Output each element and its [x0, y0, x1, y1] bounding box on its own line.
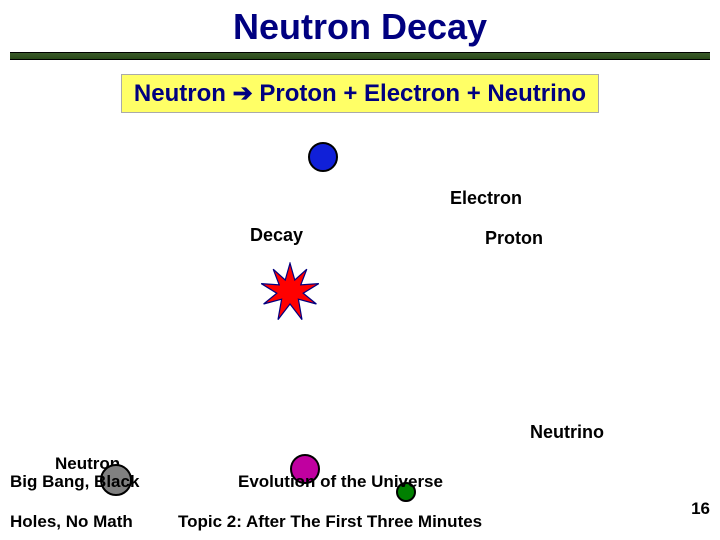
footer-left-line1: Big Bang, Black	[10, 472, 139, 491]
page-number: 16	[691, 497, 710, 520]
footer-left-line2: Holes, No Math	[10, 512, 133, 531]
decay-label-text: Decay	[250, 225, 303, 245]
equation-text: Neutron ➔ Proton + Electron + Neutrino	[134, 80, 586, 107]
footer-center: Evolution of the Universe Topic 2: After…	[178, 452, 482, 532]
footer-center-line1: Evolution of the Universe	[178, 472, 443, 491]
proton-label-text: Proton	[485, 228, 543, 248]
footer-center-line2: Topic 2: After The First Three Minutes	[178, 512, 482, 531]
electron-label: Electron	[450, 188, 522, 209]
title-divider	[10, 52, 710, 60]
page-number-text: 16	[691, 499, 710, 518]
decay-starburst-icon	[255, 262, 325, 322]
neutrino-label: Neutrino	[530, 422, 604, 443]
footer-left: Big Bang, Black Holes, No Math	[10, 452, 139, 532]
decay-label: Decay	[250, 225, 303, 246]
neutrino-label-text: Neutrino	[530, 422, 604, 442]
proton-label: Proton	[485, 228, 543, 249]
equation-box: Neutron ➔ Proton + Electron + Neutrino	[121, 74, 599, 113]
electron-particle	[308, 142, 338, 172]
title-text: Neutron Decay	[233, 6, 487, 47]
page-title: Neutron Decay	[0, 0, 720, 48]
electron-label-text: Electron	[450, 188, 522, 208]
